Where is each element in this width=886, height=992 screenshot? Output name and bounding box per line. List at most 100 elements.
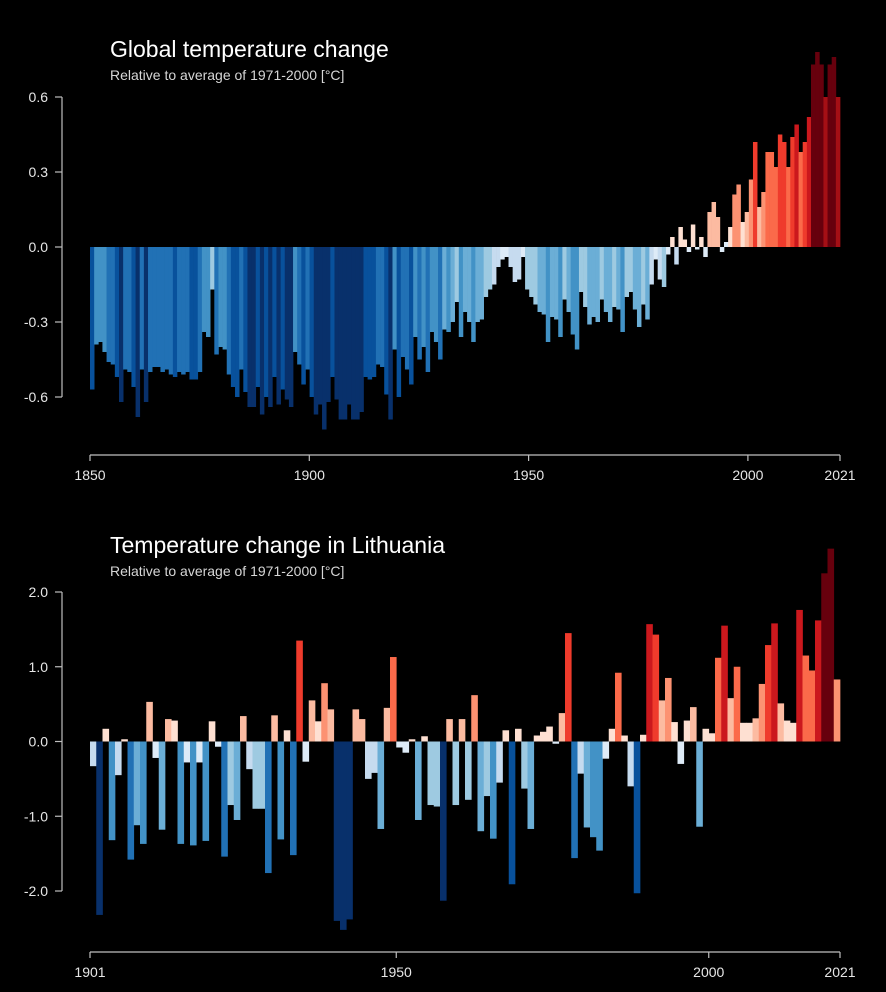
bar-1978: [571, 741, 578, 859]
bar-1984: [645, 247, 650, 320]
bar-1939: [458, 247, 464, 337]
bar-1950: [396, 741, 403, 748]
bar-1855: [110, 247, 116, 365]
bar-1917: [190, 741, 197, 846]
bar-1908: [133, 741, 141, 826]
bar-1903: [309, 247, 315, 397]
bar-1901: [90, 741, 97, 767]
bar-1953: [516, 247, 522, 280]
bar-1938: [321, 683, 328, 742]
bar-1982: [636, 247, 642, 327]
bar-1983: [602, 741, 610, 759]
bar-1973: [540, 731, 547, 742]
y-tick-label: 0.3: [29, 164, 49, 180]
bar-2000: [708, 733, 716, 742]
bar-1965: [566, 247, 572, 312]
bar-1905: [317, 247, 323, 405]
bar-1884: [230, 247, 236, 387]
bar-1998: [703, 247, 708, 257]
bar-1997: [699, 237, 704, 247]
bar-2029: [831, 57, 837, 247]
bar-1975: [552, 741, 560, 744]
bar-1912: [158, 741, 166, 830]
bar-1854: [106, 247, 112, 362]
x-tick-label: 1850: [74, 467, 105, 483]
bar-2017: [815, 620, 822, 742]
bar-1927: [409, 247, 414, 385]
bar-1869: [168, 247, 174, 375]
bar-2008: [758, 683, 766, 742]
bar-1922: [388, 247, 393, 420]
bar-1954: [520, 247, 526, 257]
bar-1961: [465, 741, 472, 800]
y-tick-label: -0.3: [24, 314, 48, 330]
bar-2018: [786, 167, 791, 247]
bar-1899: [293, 247, 298, 352]
bar-1947: [491, 247, 497, 285]
bar-1936: [308, 700, 316, 742]
bar-2010: [752, 142, 758, 247]
bar-2017: [781, 142, 787, 247]
bar-2013: [765, 152, 770, 247]
bar-1986: [621, 735, 628, 742]
bar-1915: [359, 247, 364, 412]
bar-1888: [247, 247, 252, 407]
bar-1992: [678, 227, 683, 247]
bar-1926: [246, 741, 253, 770]
x-tick-label: 1900: [294, 467, 325, 483]
bar-1977: [565, 633, 572, 742]
bar-2030: [835, 97, 841, 247]
bar-1930: [271, 715, 278, 742]
bar-1906: [121, 739, 128, 742]
y-tick-label: -2.0: [24, 883, 48, 899]
bar-1919: [202, 741, 210, 841]
bar-1987: [627, 741, 635, 787]
bar-2026: [819, 64, 824, 247]
bar-1887: [243, 247, 248, 392]
bar-1870: [172, 247, 178, 377]
bar-1993: [682, 239, 688, 247]
bar-1976: [558, 713, 566, 742]
bar-1909: [140, 741, 147, 844]
bar-1917: [367, 247, 373, 380]
bar-1934: [438, 247, 443, 360]
bar-1992: [658, 700, 666, 742]
bar-1937: [450, 247, 455, 322]
bar-1916: [183, 741, 191, 763]
bar-1858: [123, 247, 128, 370]
bar-1984: [608, 728, 616, 742]
bar-1904: [108, 741, 116, 841]
bar-1897: [284, 247, 290, 400]
bar-1991: [652, 634, 660, 742]
bar-1911: [342, 247, 348, 420]
bar-1894: [272, 247, 277, 377]
bar-1863: [143, 247, 149, 402]
bar-2009: [748, 179, 754, 247]
bar-1924: [233, 741, 241, 820]
bar-1994: [671, 722, 678, 742]
bar-1953: [415, 741, 422, 820]
bar-1923: [227, 741, 235, 806]
bar-1925: [400, 247, 406, 357]
bar-1937: [315, 721, 322, 742]
y-tick-label: 0.0: [29, 239, 49, 255]
bar-1883: [226, 247, 232, 375]
bar-1927: [252, 741, 260, 809]
bar-1877: [201, 247, 207, 332]
bar-2012: [761, 192, 766, 247]
bar-1857: [119, 247, 124, 402]
chart-lithuania-title: Temperature change in Lithuania: [110, 532, 445, 558]
bar-1851: [94, 247, 99, 345]
bar-1939: [327, 709, 335, 742]
bar-1987: [657, 247, 663, 280]
bar-1943: [352, 709, 360, 742]
bar-1852: [98, 247, 103, 342]
bar-1920: [208, 721, 216, 742]
bar-1960: [458, 719, 466, 742]
bar-1881: [218, 247, 223, 347]
bar-1859: [127, 247, 132, 372]
bar-1979: [624, 247, 630, 297]
bar-1936: [446, 247, 451, 332]
bar-2008: [744, 212, 750, 247]
bar-1928: [258, 741, 266, 809]
